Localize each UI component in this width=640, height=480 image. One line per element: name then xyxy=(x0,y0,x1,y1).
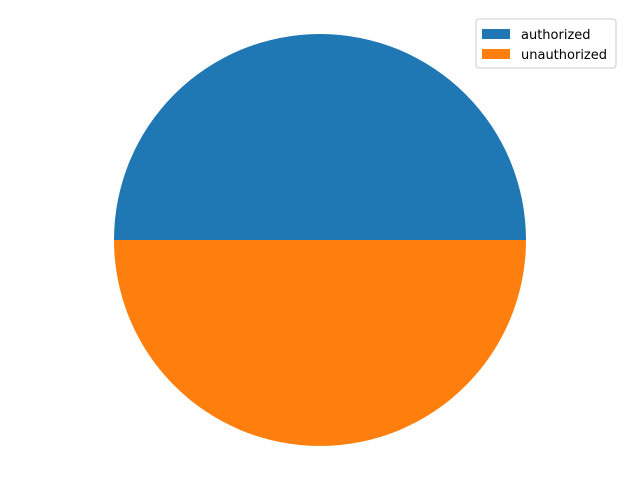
legend-label-authorized: authorized xyxy=(521,28,591,43)
legend: authorized unauthorized xyxy=(475,18,617,69)
pie-slice-authorized xyxy=(114,34,526,240)
pie-slice-unauthorized xyxy=(114,240,526,446)
legend-label-unauthorized: unauthorized xyxy=(521,48,607,63)
pie-slices xyxy=(114,34,526,446)
legend-frame xyxy=(475,18,617,69)
legend-swatch-unauthorized xyxy=(482,49,510,59)
legend-swatch-authorized xyxy=(482,29,510,39)
